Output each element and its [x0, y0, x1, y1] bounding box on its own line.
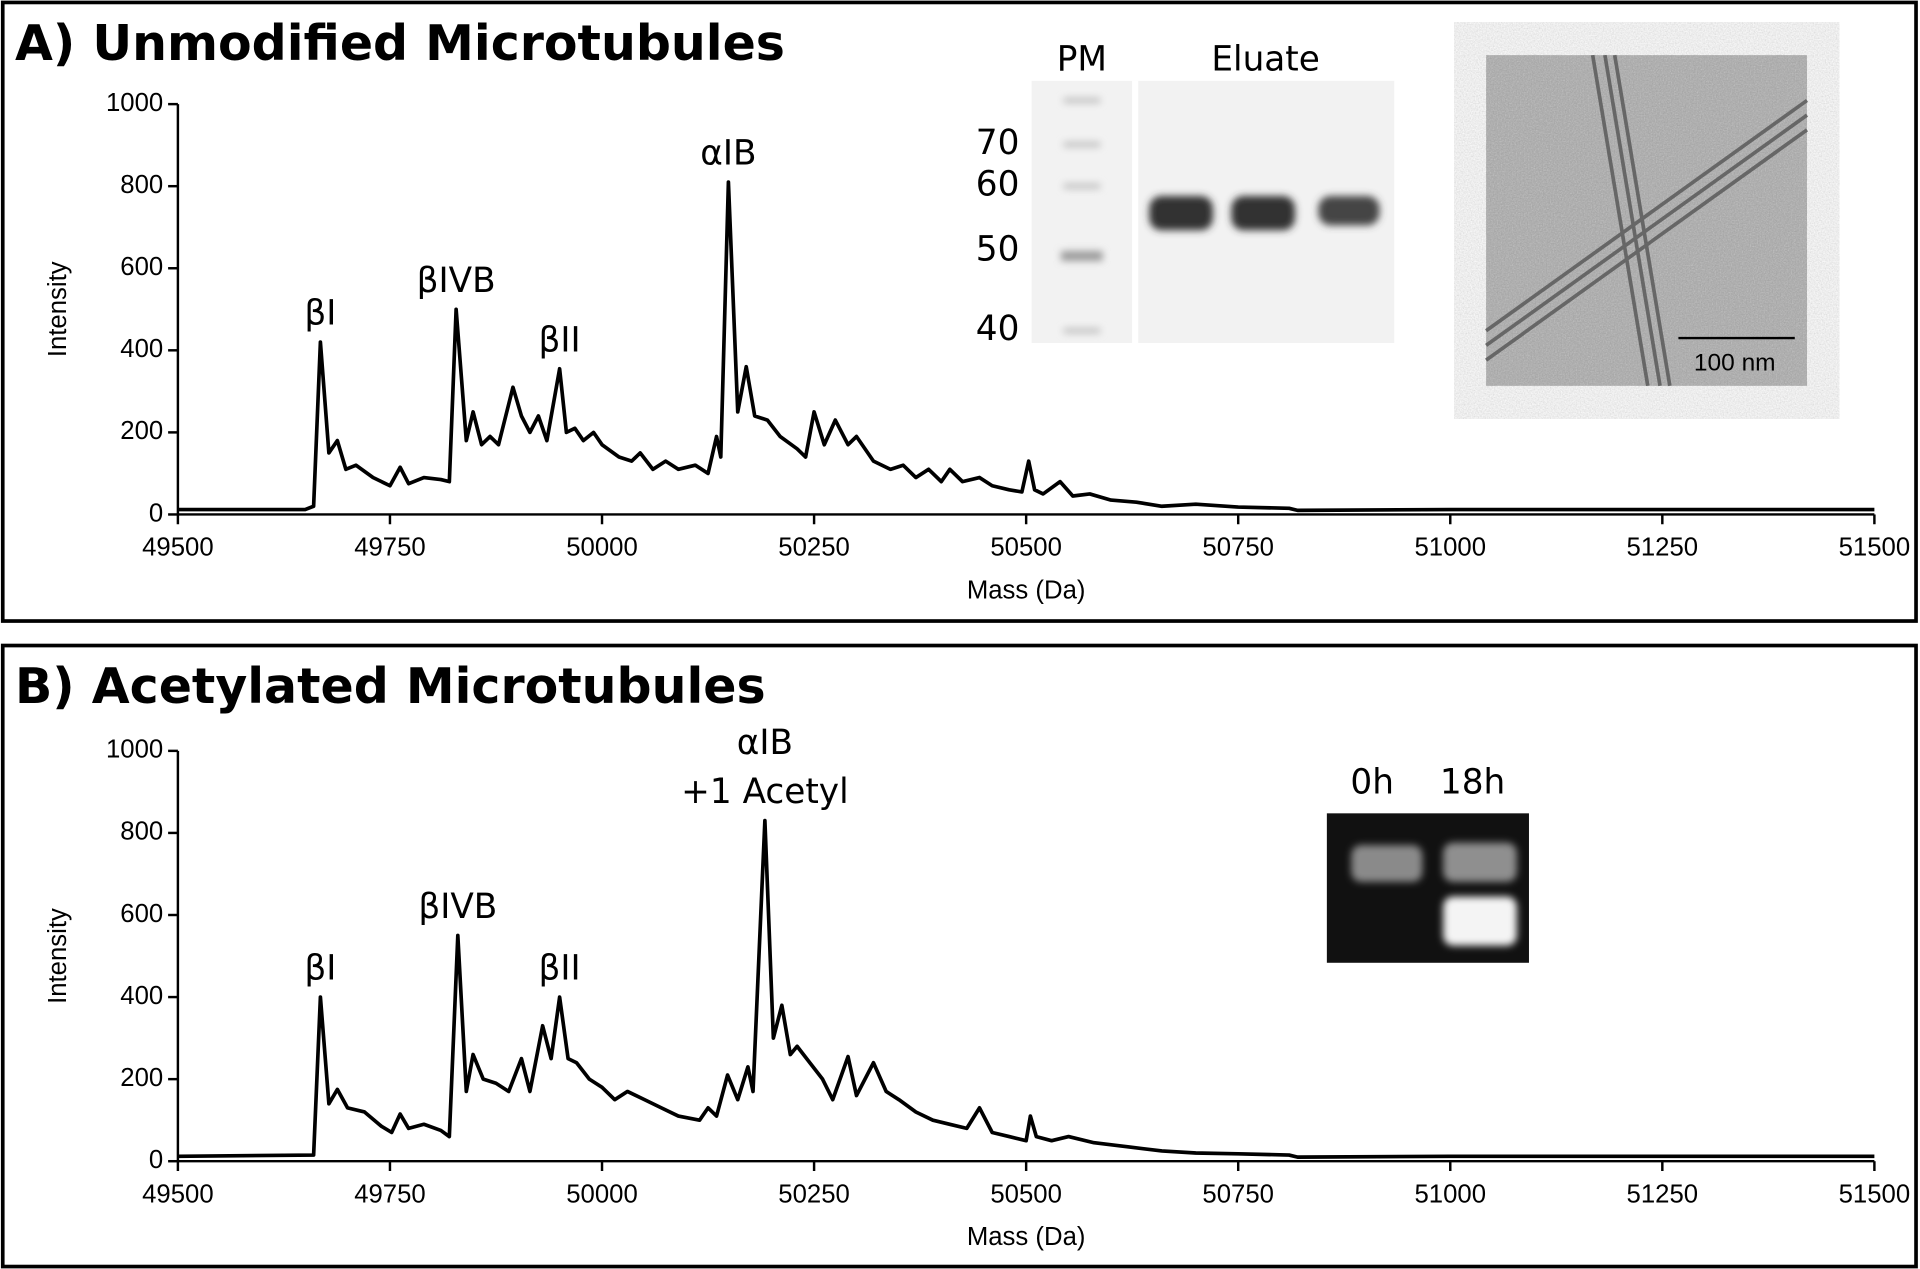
panel-frame — [0, 0, 1918, 623]
y-axis-label: Intensity — [44, 908, 72, 1004]
y-tick-label: 0 — [149, 1146, 163, 1174]
y-axis-label: Intensity — [44, 261, 72, 357]
y-tick-label: 200 — [120, 1064, 163, 1092]
peak-label: βII — [539, 949, 581, 989]
lane-label: 18h — [1440, 762, 1505, 802]
y-tick-label: 600 — [120, 253, 163, 281]
y-tick-label: 400 — [120, 982, 163, 1010]
x-tick-label: 50250 — [778, 1180, 850, 1208]
y-tick-label: 800 — [120, 171, 163, 199]
peak-label: αIB — [737, 723, 793, 763]
x-tick-label: 50000 — [566, 1180, 638, 1208]
spectrum-line — [177, 180, 1875, 513]
lane-label: Eluate — [1211, 40, 1319, 80]
x-tick-label: 50500 — [990, 1180, 1062, 1208]
lane-label: PM — [1057, 40, 1107, 80]
charts: A) Unmodified Microtubules02004006008001… — [15, 15, 1910, 1251]
spectrum-line — [177, 818, 1875, 1159]
y-tick-label: 600 — [120, 900, 163, 928]
x-tick-label: 50250 — [778, 534, 850, 562]
peak-label: βII — [539, 320, 581, 360]
y-tick-label: 400 — [120, 335, 163, 363]
x-tick-label: 51500 — [1839, 1180, 1911, 1208]
x-tick-label: 51250 — [1627, 534, 1699, 562]
x-tick-label: 50750 — [1202, 1180, 1274, 1208]
x-axis-label: Mass (Da) — [967, 576, 1086, 604]
x-tick-label: 49750 — [354, 1180, 426, 1208]
peak-label: +1 Acetyl — [681, 772, 848, 812]
panel-frame — [0, 643, 1918, 1269]
scale-bar-label: 100 nm — [1694, 349, 1776, 376]
acetyl-gel-inset: 0h 18h — [1326, 762, 1529, 963]
x-tick-label: 51500 — [1839, 534, 1911, 562]
y-tick-label: 200 — [120, 417, 163, 445]
x-tick-label: 49750 — [354, 534, 426, 562]
chart-title: B) Acetylated Microtubules — [15, 658, 766, 715]
x-tick-label: 51000 — [1415, 534, 1487, 562]
peak-label: βIVB — [418, 887, 497, 927]
marker-label: 40 — [976, 309, 1020, 349]
x-tick-label: 51000 — [1415, 1180, 1487, 1208]
x-axis-label: Mass (Da) — [967, 1223, 1086, 1251]
lane-label: 0h — [1350, 762, 1394, 802]
peak-label: αIB — [700, 134, 756, 174]
peak-label: βIVB — [417, 261, 496, 301]
x-tick-label: 49500 — [142, 1180, 214, 1208]
micrograph-inset: 100 nm — [1485, 54, 1809, 387]
marker-label: 60 — [976, 165, 1020, 205]
x-tick-label: 49500 — [142, 534, 214, 562]
x-tick-label: 50750 — [1202, 534, 1274, 562]
chart-title: A) Unmodified Microtubules — [15, 15, 785, 72]
y-tick-label: 0 — [149, 499, 163, 527]
x-tick-label: 50000 — [566, 534, 638, 562]
y-tick-label: 1000 — [106, 89, 163, 117]
marker-label: 50 — [976, 230, 1020, 270]
peak-label: βI — [304, 949, 336, 989]
y-tick-label: 1000 — [106, 736, 163, 764]
marker-label: 70 — [976, 123, 1020, 163]
gel-inset: PM Eluate 70 60 50 40 — [976, 40, 1395, 349]
peak-label: βI — [304, 294, 336, 334]
x-tick-label: 50500 — [990, 534, 1062, 562]
x-tick-label: 51250 — [1627, 1180, 1699, 1208]
y-tick-label: 800 — [120, 818, 163, 846]
